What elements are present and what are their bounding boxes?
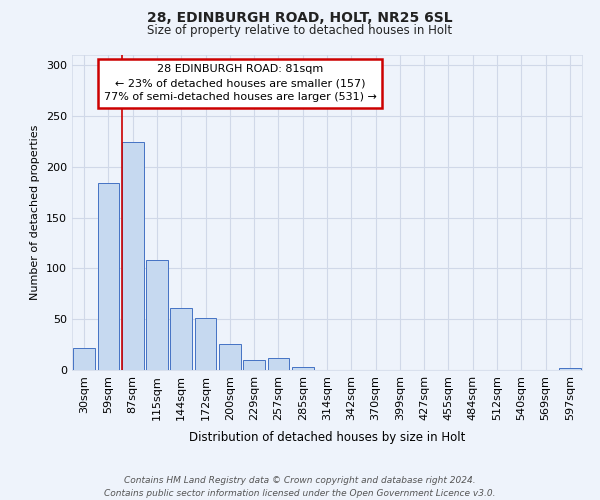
Y-axis label: Number of detached properties: Number of detached properties: [31, 125, 40, 300]
Bar: [146, 260, 168, 370]
Bar: [292, 367, 314, 370]
Text: Size of property relative to detached houses in Holt: Size of property relative to detached ho…: [148, 24, 452, 37]
Bar: [559, 368, 581, 370]
Bar: [97, 183, 119, 370]
Text: 28, EDINBURGH ROAD, HOLT, NR25 6SL: 28, EDINBURGH ROAD, HOLT, NR25 6SL: [147, 12, 453, 26]
Bar: [243, 360, 265, 370]
Text: Contains HM Land Registry data © Crown copyright and database right 2024.
Contai: Contains HM Land Registry data © Crown c…: [104, 476, 496, 498]
Bar: [170, 308, 192, 370]
Text: 28 EDINBURGH ROAD: 81sqm
← 23% of detached houses are smaller (157)
77% of semi-: 28 EDINBURGH ROAD: 81sqm ← 23% of detach…: [104, 64, 377, 102]
Bar: [194, 318, 217, 370]
Bar: [73, 348, 95, 370]
Bar: [122, 142, 143, 370]
Bar: [219, 344, 241, 370]
X-axis label: Distribution of detached houses by size in Holt: Distribution of detached houses by size …: [189, 431, 465, 444]
Bar: [268, 358, 289, 370]
